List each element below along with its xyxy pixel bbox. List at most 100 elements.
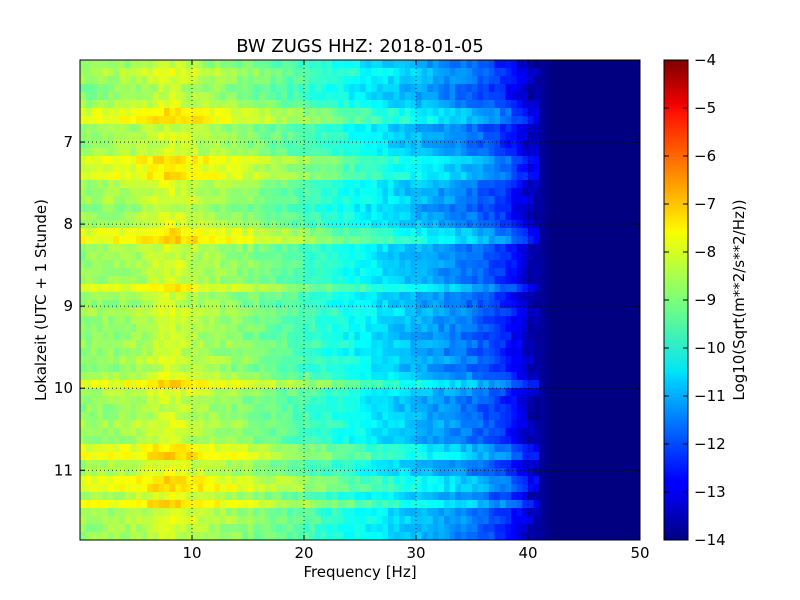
heatmap-cell — [287, 292, 294, 301]
heatmap-cell — [152, 284, 159, 293]
heatmap-cell — [102, 396, 109, 405]
heatmap-cell — [634, 108, 640, 117]
heatmap-cell — [360, 444, 367, 453]
heatmap-cell — [505, 324, 512, 333]
heatmap-cell — [427, 100, 434, 109]
heatmap-cell — [371, 84, 378, 93]
heatmap-cell — [427, 92, 434, 101]
heatmap-cell — [119, 444, 126, 453]
heatmap-cell — [505, 132, 512, 141]
heatmap-cell — [505, 116, 512, 125]
heatmap-cell — [483, 436, 490, 445]
heatmap-cell — [147, 436, 154, 445]
heatmap-cell — [337, 92, 344, 101]
heatmap-cell — [399, 444, 406, 453]
heatmap-cell — [544, 68, 551, 77]
heatmap-cell — [522, 412, 529, 421]
heatmap-cell — [208, 284, 215, 293]
heatmap-cell — [348, 244, 355, 253]
heatmap-cell — [455, 444, 462, 453]
heatmap-cell — [113, 404, 120, 413]
heatmap-cell — [556, 204, 563, 213]
heatmap-cell — [455, 316, 462, 325]
heatmap-cell — [348, 156, 355, 165]
heatmap-cell — [119, 132, 126, 141]
heatmap-cell — [550, 124, 557, 133]
heatmap-cell — [500, 404, 507, 413]
heatmap-cell — [460, 124, 467, 133]
heatmap-cell — [455, 388, 462, 397]
heatmap-cell — [287, 68, 294, 77]
heatmap-cell — [455, 60, 462, 69]
heatmap-cell — [365, 420, 372, 429]
heatmap-cell — [511, 204, 518, 213]
heatmap-cell — [343, 404, 350, 413]
heatmap-cell — [85, 68, 92, 77]
heatmap-cell — [281, 436, 288, 445]
heatmap-cell — [320, 428, 327, 437]
heatmap-cell — [309, 452, 316, 461]
heatmap-cell — [158, 404, 165, 413]
heatmap-cell — [567, 324, 574, 333]
heatmap-cell — [130, 76, 137, 85]
heatmap-cell — [438, 380, 445, 389]
heatmap-cell — [119, 76, 126, 85]
heatmap-cell — [113, 364, 120, 373]
heatmap-cell — [292, 212, 299, 221]
heatmap-cell — [242, 436, 249, 445]
heatmap-cell — [544, 340, 551, 349]
heatmap-cell — [287, 60, 294, 69]
heatmap-cell — [606, 180, 613, 189]
heatmap-cell — [253, 140, 260, 149]
heatmap-cell — [225, 452, 232, 461]
heatmap-cell — [584, 116, 591, 125]
heatmap-cell — [600, 220, 607, 229]
heatmap-cell — [421, 404, 428, 413]
heatmap-cell — [136, 116, 143, 125]
heatmap-cell — [136, 452, 143, 461]
heatmap-cell — [136, 244, 143, 253]
heatmap-cell — [404, 244, 411, 253]
heatmap-cell — [248, 276, 255, 285]
heatmap-cell — [628, 228, 635, 237]
heatmap-cell — [309, 284, 316, 293]
heatmap-cell — [612, 132, 619, 141]
heatmap-cell — [511, 76, 518, 85]
heatmap-cell — [360, 68, 367, 77]
heatmap-cell — [371, 164, 378, 173]
heatmap-cell — [197, 284, 204, 293]
heatmap-cell — [337, 428, 344, 437]
heatmap-cell — [141, 332, 148, 341]
heatmap-cell — [360, 236, 367, 245]
heatmap-cell — [444, 324, 451, 333]
heatmap-cell — [494, 196, 501, 205]
heatmap-cell — [175, 76, 182, 85]
heatmap-cell — [85, 132, 92, 141]
heatmap-cell — [606, 324, 613, 333]
heatmap-cell — [528, 428, 535, 437]
heatmap-cell — [410, 60, 417, 69]
heatmap-cell — [578, 228, 585, 237]
heatmap-cell — [544, 156, 551, 165]
heatmap-cell — [483, 324, 490, 333]
heatmap-cell — [365, 100, 372, 109]
heatmap-cell — [242, 292, 249, 301]
heatmap-cell — [124, 308, 131, 317]
heatmap-cell — [438, 100, 445, 109]
heatmap-cell — [388, 236, 395, 245]
heatmap-cell — [113, 172, 120, 181]
heatmap-cell — [500, 92, 507, 101]
heatmap-cell — [393, 244, 400, 253]
heatmap-cell — [628, 356, 635, 365]
heatmap-cell — [522, 60, 529, 69]
heatmap-cell — [561, 212, 568, 221]
heatmap-cell — [119, 60, 126, 69]
heatmap-cell — [444, 404, 451, 413]
heatmap-cell — [175, 268, 182, 277]
heatmap-cell — [102, 444, 109, 453]
heatmap-cell — [483, 316, 490, 325]
heatmap-cell — [365, 268, 372, 277]
heatmap-cell — [231, 300, 238, 309]
heatmap-cell — [449, 116, 456, 125]
heatmap-cell — [466, 84, 473, 93]
